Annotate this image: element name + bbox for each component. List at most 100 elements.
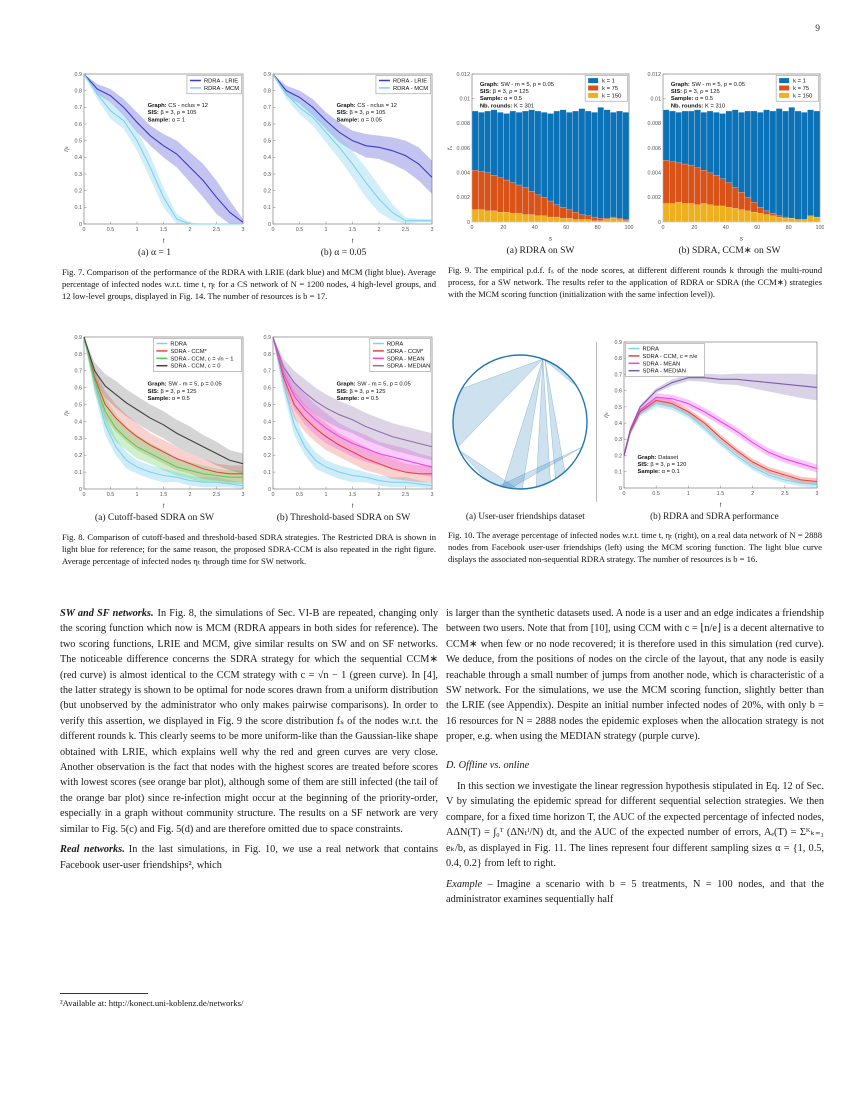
- svg-text:SDRA - CCM, c = n/e: SDRA - CCM, c = n/e: [643, 354, 698, 360]
- svg-text:2.5: 2.5: [212, 492, 220, 498]
- svg-text:t: t: [720, 502, 722, 509]
- svg-text:0.5: 0.5: [263, 402, 271, 408]
- svg-text:Graph: Dataset: Graph: Dataset: [638, 455, 679, 461]
- paragraph-offline-online: In this section we investigate the linea…: [446, 781, 824, 870]
- svg-text:100: 100: [625, 225, 634, 231]
- svg-text:Nb. rounds: K = 301: Nb. rounds: K = 301: [480, 103, 534, 109]
- svg-text:0.3: 0.3: [263, 436, 271, 442]
- svg-text:0.4: 0.4: [615, 421, 623, 427]
- svg-text:1: 1: [135, 227, 138, 233]
- svg-text:SIS: β = 3, ρ = 120: SIS: β = 3, ρ = 120: [638, 462, 687, 468]
- svg-text:0: 0: [268, 487, 271, 493]
- svg-text:0.5: 0.5: [74, 402, 82, 408]
- paragraph-text: Imagine a scenario with b = 5 treatments…: [446, 878, 824, 905]
- svg-text:RDRA: RDRA: [170, 342, 187, 348]
- fig10-subcaptions: (a) User-user friendships dataset (b) RD…: [446, 511, 824, 521]
- svg-text:RDRA: RDRA: [643, 347, 660, 353]
- svg-text:0.7: 0.7: [263, 105, 271, 111]
- svg-text:Nb. rounds: K = 310: Nb. rounds: K = 310: [670, 103, 724, 109]
- svg-text:0.01: 0.01: [650, 97, 661, 103]
- svg-text:0.9: 0.9: [263, 335, 271, 341]
- svg-text:k = 1: k = 1: [793, 79, 806, 85]
- svg-text:0.1: 0.1: [615, 470, 623, 476]
- svg-text:0: 0: [82, 492, 85, 498]
- svg-text:0.1: 0.1: [263, 205, 271, 211]
- fig8a-subcaption: (a) Cutoff-based SDRA on SW: [94, 512, 215, 523]
- footnote-block: ²Available at: http://konect.uni-koblenz…: [60, 993, 438, 1012]
- svg-text:0.002: 0.002: [457, 195, 471, 201]
- svg-text:SIS: β = 3, ρ = 105: SIS: β = 3, ρ = 105: [147, 110, 196, 116]
- svg-text:t: t: [162, 503, 164, 510]
- svg-text:2.5: 2.5: [781, 491, 789, 497]
- fig10a-network-diagram: [452, 354, 588, 490]
- svg-text:s: s: [549, 236, 553, 243]
- svg-text:0.002: 0.002: [647, 195, 661, 201]
- svg-text:Graph: CS - nclus = 12: Graph: CS - nclus = 12: [336, 103, 396, 109]
- figure-9: 0 20 40 60 80 100 0 0.002 0.004 0.006 0.008 0.01 0.0…: [446, 68, 824, 301]
- svg-text:1.5: 1.5: [159, 227, 167, 233]
- svg-text:0.8: 0.8: [74, 89, 82, 95]
- svg-text:0.2: 0.2: [263, 453, 271, 459]
- fig10-charts: 0 0.5 1 1.5 2 2.5 3 0 0.1 0.2 0.3 0.4 0.5 0.6 0.7 0.8 0.…: [446, 336, 824, 508]
- paragraph-continuation: is larger than the synthetic datasets us…: [446, 608, 824, 743]
- paragraph-lead: Example –: [446, 878, 493, 890]
- fig8a-line-chart: 0 0.5 1 1.5 2 2.5 3 0 0.1 0.2 0.3 0.4 0.5 0.6 0.7 0.8 0.…: [63, 335, 245, 510]
- fig9a-bar-chart: 0 20 40 60 80 100 0 0.002 0.004 0.006 0.008 0.01 0.0…: [447, 72, 634, 243]
- svg-text:0.6: 0.6: [263, 386, 271, 392]
- svg-text:0.8: 0.8: [263, 352, 271, 358]
- svg-text:SDRA - MEAN: SDRA - MEAN: [386, 356, 424, 362]
- svg-text:Graph: CS - nclus = 12: Graph: CS - nclus = 12: [147, 103, 207, 109]
- svg-text:t: t: [351, 238, 353, 245]
- svg-text:0.4: 0.4: [74, 155, 82, 161]
- svg-text:t: t: [162, 238, 164, 245]
- svg-text:SDRA - MEDIAN: SDRA - MEDIAN: [643, 369, 686, 375]
- svg-text:40: 40: [532, 225, 538, 231]
- fig7-caption: Fig. 7. Comparison of the performance of…: [62, 267, 436, 301]
- svg-text:RDRA - MCM: RDRA - MCM: [203, 86, 238, 92]
- svg-text:0: 0: [658, 220, 661, 226]
- svg-text:Graph: SW - m = 5, p = 0.05: Graph: SW - m = 5, p = 0.05: [336, 382, 410, 388]
- fig8b-subcaption: (b) Threshold-based SDRA on SW: [276, 512, 411, 523]
- svg-text:2: 2: [188, 227, 191, 233]
- fig8b-line-chart: 0 0.5 1 1.5 2 2.5 3 0 0.1 0.2 0.3 0.4 0.5 0.6 0.7 0.8 0.…: [263, 335, 433, 509]
- svg-text:0.7: 0.7: [74, 105, 82, 111]
- svg-text:1: 1: [687, 491, 690, 497]
- fig10b-subcaption: (b) RDRA and SDRA performance: [650, 511, 779, 521]
- body-column-right: is larger than the synthetic datasets us…: [446, 606, 824, 910]
- svg-text:RDRA - LRIE: RDRA - LRIE: [203, 79, 237, 85]
- body-column-left: SW and SF networks. In Fig. 8, the simula…: [60, 606, 438, 1012]
- fig7b-subcaption: (b) α = 0.05: [320, 247, 367, 258]
- svg-text:0.008: 0.008: [647, 121, 661, 127]
- fig7b-line-chart: 0 0.5 1 1.5 2 2.5 3 0 0.1 0.2 0.3 0.4 0.5 0.6 0.7 0.8 0.…: [263, 72, 433, 245]
- svg-text:0: 0: [79, 487, 82, 493]
- svg-text:0.5: 0.5: [652, 491, 660, 497]
- svg-text:Graph: SW - m = 5, p = 0.05: Graph: SW - m = 5, p = 0.05: [670, 82, 744, 88]
- svg-text:0.6: 0.6: [74, 386, 82, 392]
- svg-text:SDRA - MEAN: SDRA - MEAN: [643, 361, 681, 367]
- svg-text:0: 0: [471, 225, 474, 231]
- svg-text:0: 0: [79, 222, 82, 228]
- svg-text:1.5: 1.5: [159, 492, 167, 498]
- svg-text:0.8: 0.8: [263, 89, 271, 95]
- svg-text:3: 3: [430, 227, 433, 233]
- svg-text:0.8: 0.8: [615, 356, 623, 362]
- svg-text:0.012: 0.012: [457, 72, 471, 78]
- svg-text:Sample: α = 1: Sample: α = 1: [147, 117, 184, 123]
- fig8-caption: Fig. 8. Comparison of cutoff-based and t…: [62, 532, 436, 566]
- fig9b-subcaption: (b) SDRA, CCM∗ on SW: [678, 245, 781, 256]
- fig9-charts: 0 20 40 60 80 100 0 0.002 0.004 0.006 0.008 0.01 0.0…: [446, 68, 824, 242]
- svg-text:Sample: α = 0.5: Sample: α = 0.5: [480, 96, 522, 102]
- svg-text:0.6: 0.6: [615, 389, 623, 395]
- svg-text:Sample: α = 0.1: Sample: α = 0.1: [638, 469, 680, 475]
- paragraph-lead: Real networks.: [60, 844, 125, 856]
- svg-text:k = 150: k = 150: [793, 93, 812, 99]
- fig7a-line-chart: 0 0.5 1 1.5 2 2.5 3 0 0.1 0.2 0.3 0.4 0.5 0.6 0.7 0.8 0.…: [63, 72, 245, 245]
- svg-text:40: 40: [722, 225, 728, 231]
- fig8-charts: 0 0.5 1 1.5 2 2.5 3 0 0.1 0.2 0.3 0.4 0.5 0.6 0.7 0.8 0.…: [60, 331, 438, 509]
- svg-text:SDRA - CCM*: SDRA - CCM*: [386, 349, 423, 355]
- svg-text:0.1: 0.1: [74, 470, 82, 476]
- svg-text:80: 80: [595, 225, 601, 231]
- svg-text:Sample: α = 0.5: Sample: α = 0.5: [670, 96, 712, 102]
- paragraph-text: In Fig. 8, the simulations of Sec. VI-B …: [60, 608, 439, 835]
